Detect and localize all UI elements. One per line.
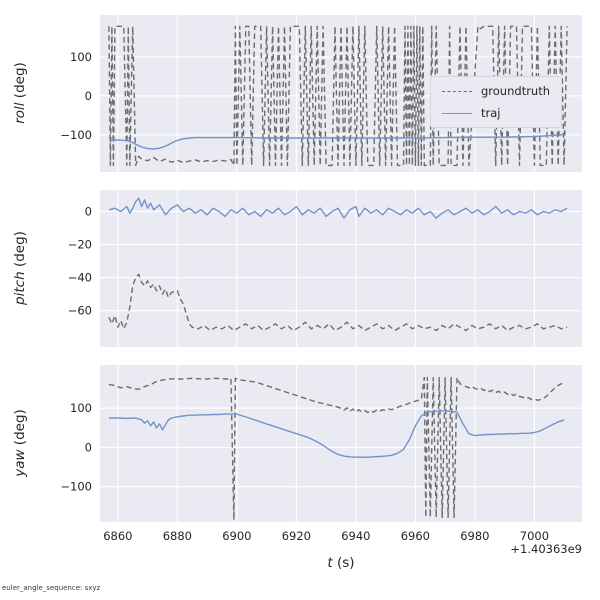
plot-area-pitch <box>100 190 582 347</box>
xlabel-var: t <box>327 555 333 571</box>
ylabel-pitch-unit: (deg) <box>12 231 28 272</box>
xlabel-unit: (s) <box>332 555 355 571</box>
ylabel-pitch-var: pitch <box>12 271 28 305</box>
legend-label-traj: traj <box>481 106 501 120</box>
footer-note: euler_angle_sequence: sxyz <box>2 584 101 592</box>
traj-line-pitch <box>108 197 568 219</box>
traj-line-yaw <box>108 410 565 458</box>
ytick-label-yaw: 0 <box>85 440 92 454</box>
legend-item-traj: traj <box>442 106 550 120</box>
xlabel: t (s) <box>327 555 354 571</box>
xtick-label: 6920 <box>282 529 311 543</box>
legend-item-groundtruth: groundtruth <box>442 84 550 98</box>
xtick-label: 6880 <box>163 529 192 543</box>
ylabel-yaw-var: yaw <box>12 449 28 477</box>
legend-label-groundtruth: groundtruth <box>481 84 551 98</box>
ytick-label-pitch: 0 <box>85 204 92 218</box>
traj-line-roll <box>108 133 565 150</box>
ylabel-roll: roll (deg) <box>12 62 28 124</box>
xtick-label: 6860 <box>103 529 132 543</box>
groundtruth-line-yaw <box>108 376 565 521</box>
ytick-label-roll: −100 <box>60 128 92 142</box>
ylabel-yaw: yaw (deg) <box>12 409 28 477</box>
groundtruth-line-pitch <box>108 273 568 332</box>
axis-offset-text: +1.40363e9 <box>510 542 582 556</box>
ylabel-roll-var: roll <box>12 102 28 124</box>
xtick-label: 6960 <box>401 529 430 543</box>
xtick-label: 6900 <box>222 529 251 543</box>
xtick-label: 6980 <box>460 529 489 543</box>
xtick-label: 7000 <box>520 529 549 543</box>
ylabel-roll-unit: (deg) <box>12 62 28 103</box>
ytick-label-yaw: 100 <box>70 401 92 415</box>
ytick-label-pitch: −20 <box>68 238 92 252</box>
groundtruth-line-icon <box>442 90 472 92</box>
ytick-label-roll: 100 <box>70 50 92 64</box>
ytick-label-yaw: −100 <box>60 480 92 494</box>
ytick-label-pitch: −40 <box>68 271 92 285</box>
groundtruth-line-roll <box>108 25 568 167</box>
ylabel-pitch: pitch (deg) <box>12 231 28 305</box>
ytick-label-roll: 0 <box>85 89 92 103</box>
xtick-label: 6940 <box>341 529 370 543</box>
plot-area-yaw <box>100 365 582 522</box>
ytick-label-pitch: −60 <box>68 304 92 318</box>
legend: groundtruth traj <box>430 76 563 128</box>
ylabel-yaw-unit: (deg) <box>12 409 28 450</box>
traj-line-icon <box>442 112 472 114</box>
